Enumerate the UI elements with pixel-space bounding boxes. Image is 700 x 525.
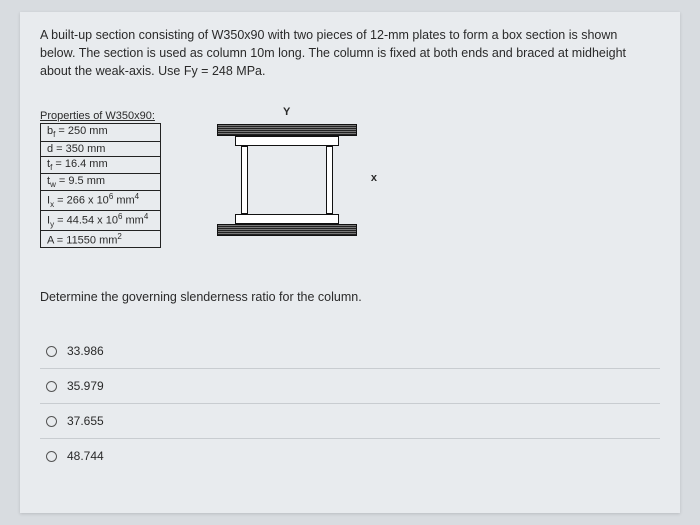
x-axis-label: x — [371, 172, 377, 184]
problem-line-1: A built-up section consisting of W350x90… — [40, 28, 617, 42]
problem-statement: A built-up section consisting of W350x90… — [40, 26, 660, 80]
right-web — [326, 146, 333, 214]
bottom-plate — [217, 224, 357, 236]
option-b-label: 35.979 — [67, 379, 104, 393]
prop-row-3: tw = 9.5 mm — [41, 173, 161, 190]
properties-table: Properties of W350x90: bf = 250 mm d = 3… — [40, 110, 161, 248]
bottom-flange — [235, 214, 339, 224]
box-section-drawing — [217, 124, 357, 236]
prop-row-2: tf = 16.4 mm — [41, 156, 161, 173]
question-text: Determine the governing slenderness rati… — [40, 290, 660, 304]
figure-row: Properties of W350x90: bf = 250 mm d = 3… — [40, 110, 660, 250]
prop-row-6: A = 11550 mm2 — [41, 230, 161, 248]
radio-icon — [46, 451, 57, 462]
option-d-label: 48.744 — [67, 449, 104, 463]
prop-row-1: d = 350 mm — [41, 141, 161, 156]
worksheet-paper: A built-up section consisting of W350x90… — [20, 12, 680, 513]
radio-icon — [46, 416, 57, 427]
option-a[interactable]: 33.986 — [40, 334, 660, 369]
radio-icon — [46, 381, 57, 392]
top-flange — [235, 136, 339, 146]
option-d[interactable]: 48.744 — [40, 439, 660, 473]
option-c-label: 37.655 — [67, 414, 104, 428]
prop-row-0: bf = 250 mm — [41, 124, 161, 141]
prop-row-5: Iy = 44.54 x 106 mm4 — [41, 210, 161, 230]
properties-body: bf = 250 mm d = 350 mm tf = 16.4 mm tw =… — [41, 124, 161, 248]
prop-row-4: Ix = 266 x 106 mm4 — [41, 190, 161, 210]
problem-line-2: below. The section is used as column 10m… — [40, 46, 626, 60]
option-c[interactable]: 37.655 — [40, 404, 660, 439]
option-a-label: 33.986 — [67, 344, 104, 358]
cross-section-figure: Y x — [201, 110, 371, 250]
option-b[interactable]: 35.979 — [40, 369, 660, 404]
problem-line-3: about the weak-axis. Use Fy = 248 MPa. — [40, 64, 265, 78]
top-plate — [217, 124, 357, 136]
radio-icon — [46, 346, 57, 357]
left-web — [241, 146, 248, 214]
y-axis-label: Y — [283, 106, 290, 118]
properties-caption: Properties of W350x90: — [40, 110, 161, 123]
